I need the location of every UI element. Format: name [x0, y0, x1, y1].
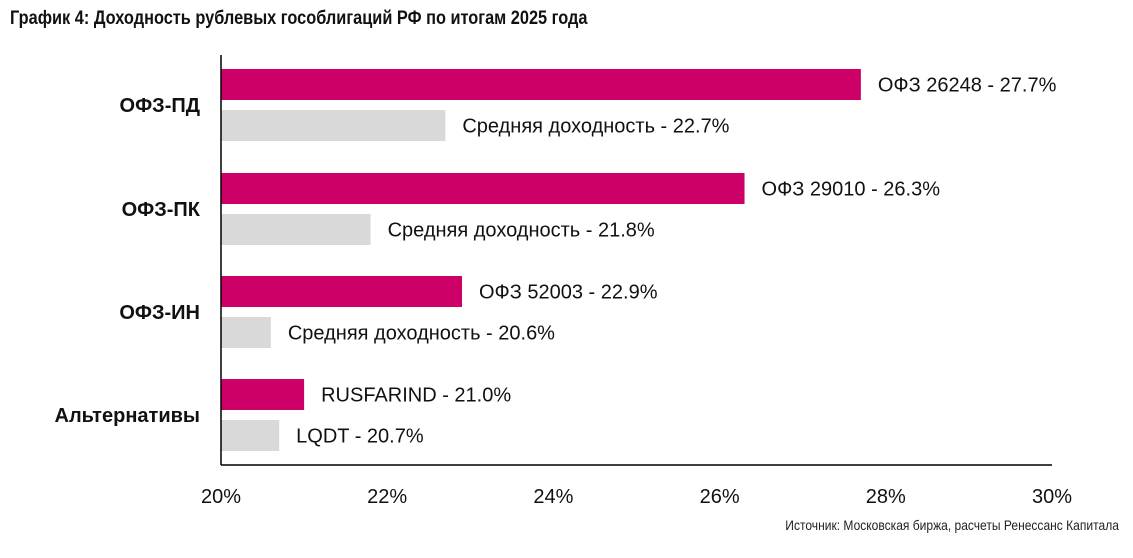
bar-average-0	[221, 110, 446, 141]
bar-highlight-0	[221, 69, 861, 100]
data-label-average-0: Средняя доходность - 22.7%	[462, 116, 729, 138]
bar-highlight-3	[221, 379, 305, 410]
bar-average-1	[221, 214, 371, 245]
bar-highlight-2	[221, 276, 462, 307]
category-label-3: Альтернативы	[55, 405, 201, 427]
source-note: Источник: Московская биржа, расчеты Рене…	[785, 517, 1119, 533]
x-tick-label-2: 24%	[533, 486, 573, 508]
category-labels-layer: ОФЗ-ПД ОФЗ-ПК ОФЗ-ИН Альтернативы	[55, 95, 201, 427]
bar-average-2	[221, 317, 271, 348]
x-tick-label-5: 30%	[1032, 486, 1072, 508]
data-label-highlight-2: ОФЗ 52003 - 22.9%	[479, 282, 658, 304]
labels-layer: ОФЗ 26248 - 27.7% Средняя доходность - 22…	[288, 75, 1057, 448]
x-tick-label-4: 28%	[866, 486, 906, 508]
category-label-2: ОФЗ-ИН	[119, 302, 200, 324]
data-label-highlight-1: ОФЗ 29010 - 26.3%	[762, 179, 941, 201]
category-label-0: ОФЗ-ПД	[120, 95, 200, 117]
chart-title: График 4: Доходность рублевых гособлигац…	[10, 8, 588, 29]
x-tick-label-1: 22%	[367, 486, 407, 508]
bar-highlight-1	[221, 173, 745, 204]
x-tick-labels-layer: 20% 22% 24% 26% 28% 30%	[201, 486, 1072, 508]
x-tick-label-0: 20%	[201, 486, 241, 508]
bar-average-3	[221, 420, 280, 451]
data-label-average-1: Средняя доходность - 21.8%	[388, 220, 655, 242]
data-label-highlight-3: RUSFARIND - 21.0%	[321, 385, 511, 407]
bars-layer	[221, 69, 861, 451]
data-label-average-2: Средняя доходность - 20.6%	[288, 323, 555, 345]
data-label-highlight-0: ОФЗ 26248 - 27.7%	[878, 75, 1057, 97]
data-label-average-3: LQDT - 20.7%	[296, 426, 424, 448]
x-tick-label-3: 26%	[700, 486, 740, 508]
category-label-1: ОФЗ-ПК	[122, 199, 201, 221]
